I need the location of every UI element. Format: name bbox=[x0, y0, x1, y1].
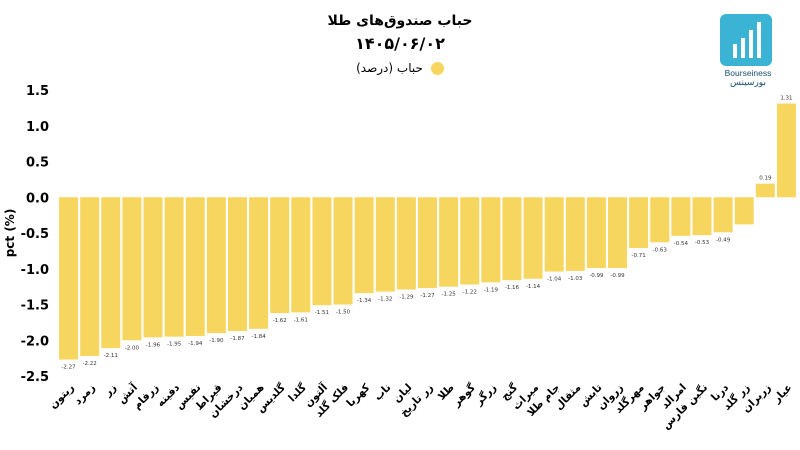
x-tick-label: کهربا bbox=[344, 381, 373, 410]
bar bbox=[755, 183, 775, 198]
data-label: -0.53 bbox=[695, 240, 710, 246]
data-label: -1.90 bbox=[209, 338, 224, 344]
bar bbox=[734, 197, 754, 225]
data-label: -2.22 bbox=[83, 361, 97, 367]
x-tick-label: ریتون bbox=[47, 382, 77, 412]
y-tick-label: 1.0 bbox=[26, 120, 49, 135]
data-label: -1.32 bbox=[378, 297, 392, 303]
data-label: -0.63 bbox=[653, 247, 668, 253]
bar bbox=[502, 197, 522, 281]
bar bbox=[608, 197, 628, 269]
x-tick-label: عیار bbox=[770, 382, 794, 406]
bar bbox=[460, 197, 480, 285]
data-label: -1.62 bbox=[273, 318, 287, 324]
data-label: -2.00 bbox=[125, 345, 140, 351]
bar bbox=[439, 197, 459, 287]
bar bbox=[481, 197, 501, 283]
data-label: -1.29 bbox=[399, 294, 414, 300]
x-tick-label: زمرد bbox=[72, 382, 98, 408]
y-tick-label: 1.5 bbox=[26, 84, 49, 99]
logo-name-fa: بورسینس bbox=[730, 78, 766, 88]
y-tick-label: -0.5 bbox=[21, 227, 49, 242]
bar bbox=[418, 197, 437, 289]
legend-swatch bbox=[430, 61, 444, 75]
bar bbox=[143, 197, 163, 338]
bar bbox=[692, 197, 712, 236]
legend: حباب (درصد) bbox=[0, 58, 800, 78]
legend-label: حباب (درصد) bbox=[356, 61, 423, 75]
data-label: -1.96 bbox=[146, 342, 161, 348]
bar bbox=[185, 197, 205, 336]
bar bbox=[650, 197, 670, 243]
data-label: -0.99 bbox=[610, 273, 625, 279]
bar bbox=[101, 197, 121, 349]
data-label: -1.27 bbox=[420, 293, 435, 299]
bar bbox=[544, 197, 564, 272]
logo-name-en: Bourseiness bbox=[724, 68, 772, 78]
y-tick-label: 0.5 bbox=[26, 156, 49, 171]
data-label: -1.34 bbox=[357, 298, 372, 304]
bar bbox=[333, 197, 353, 305]
bar bbox=[122, 197, 142, 341]
bar bbox=[270, 197, 290, 314]
data-label: -0.49 bbox=[716, 237, 731, 243]
logo-icon bbox=[720, 14, 772, 66]
y-tick-label: -1.0 bbox=[21, 263, 49, 278]
bar bbox=[671, 197, 691, 236]
chart-title: حباب صندوق‌های طلا bbox=[327, 13, 473, 29]
bar bbox=[291, 197, 311, 313]
x-tick-label: گوهر bbox=[449, 380, 478, 409]
data-label: -0.71 bbox=[632, 253, 646, 259]
bar bbox=[776, 103, 796, 198]
bar bbox=[396, 197, 416, 290]
y-tick-label: -2.5 bbox=[21, 370, 49, 385]
bar bbox=[354, 197, 374, 294]
data-label: -1.94 bbox=[188, 341, 203, 347]
data-label: -1.16 bbox=[505, 285, 520, 291]
bar bbox=[586, 197, 606, 269]
bar bbox=[629, 197, 649, 249]
data-label: -1.04 bbox=[547, 277, 562, 283]
brand-logo: Bourseiness بورسینس bbox=[720, 14, 776, 88]
data-label: -1.50 bbox=[336, 310, 351, 316]
bar bbox=[713, 197, 733, 233]
data-label: -1.25 bbox=[441, 292, 456, 298]
y-tick-label: -1.5 bbox=[21, 299, 49, 314]
data-label: -1.19 bbox=[484, 287, 499, 293]
data-label: -1.87 bbox=[230, 336, 245, 342]
bar bbox=[375, 197, 395, 292]
bar bbox=[80, 197, 100, 356]
data-label: -0.99 bbox=[589, 273, 604, 279]
y-tick-label: 0.0 bbox=[26, 191, 49, 206]
bar bbox=[565, 197, 585, 271]
data-label: 0.19 bbox=[759, 176, 772, 182]
bar bbox=[249, 197, 269, 329]
bar bbox=[206, 197, 226, 334]
data-label: -1.84 bbox=[251, 334, 266, 340]
x-tick-label: زرگر bbox=[472, 381, 499, 408]
bar bbox=[312, 197, 332, 306]
bar bbox=[227, 197, 247, 331]
x-tick-label: ناب bbox=[372, 382, 394, 404]
data-label: 1.31 bbox=[780, 96, 792, 102]
data-label: -1.03 bbox=[568, 276, 583, 282]
bar bbox=[164, 197, 184, 337]
data-label: -1.51 bbox=[315, 310, 329, 316]
data-label: -1.95 bbox=[167, 342, 182, 348]
data-label: -1.61 bbox=[294, 317, 308, 323]
data-label: -0.54 bbox=[674, 241, 689, 247]
bar bbox=[59, 197, 79, 360]
y-tick-label: -2.0 bbox=[21, 334, 49, 349]
data-label: -1.14 bbox=[526, 284, 541, 290]
bar bbox=[523, 197, 543, 279]
data-label: -1.22 bbox=[463, 289, 477, 295]
data-label: -2.27 bbox=[61, 365, 76, 371]
y-axis-label: pct (%) bbox=[3, 209, 17, 258]
data-label: -2.11 bbox=[104, 353, 118, 359]
chart-subtitle: ۱۴۰۵/۰۶/۰۲ bbox=[355, 34, 445, 53]
